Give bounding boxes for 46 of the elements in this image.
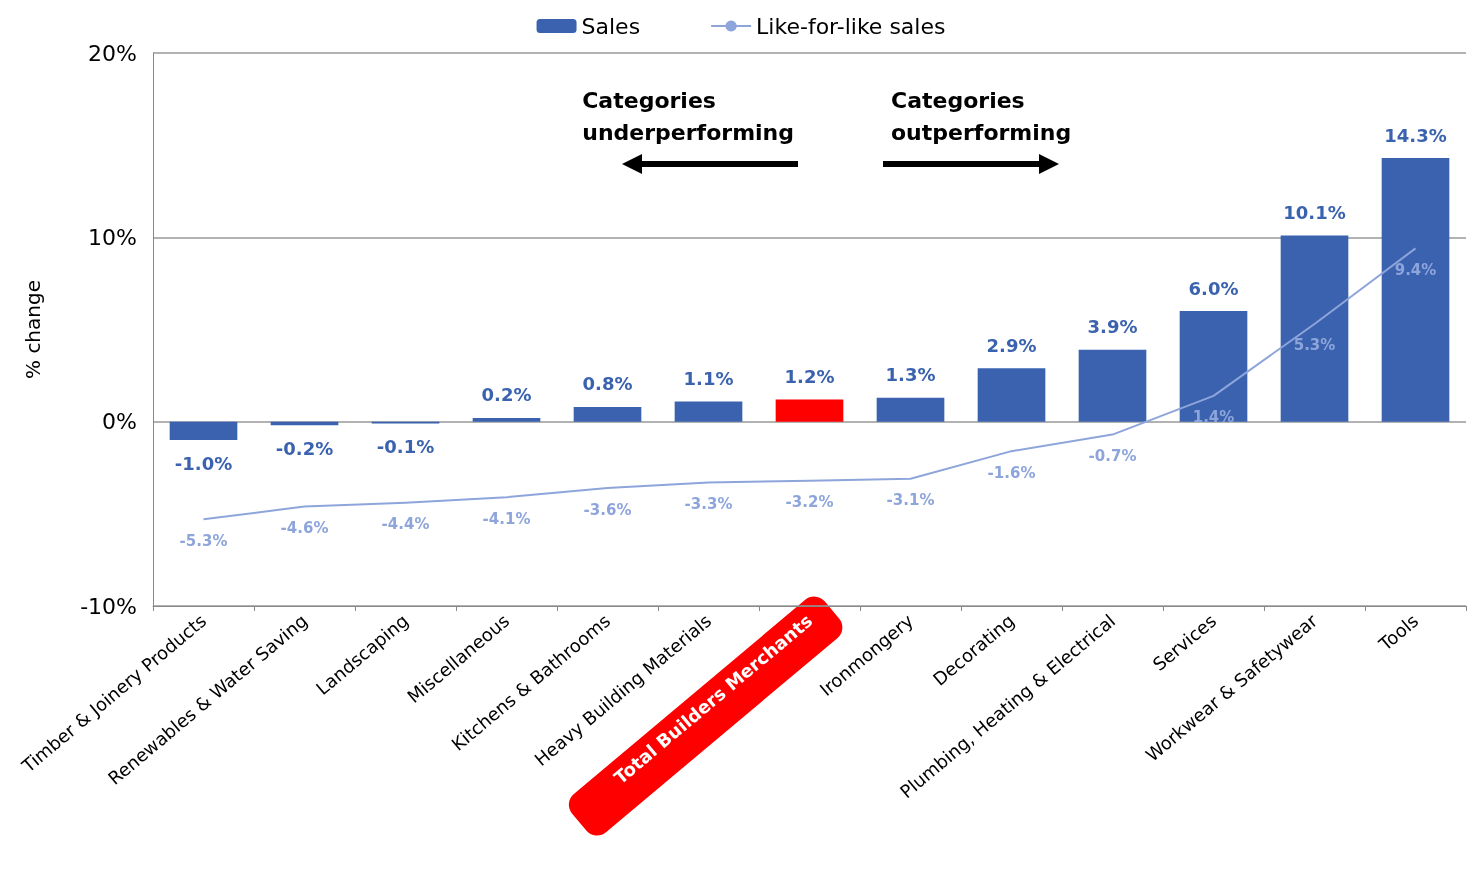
bar — [775, 399, 844, 422]
data-label: 10.1% — [1283, 201, 1346, 223]
data-label: 5.3% — [1293, 336, 1336, 355]
bar — [674, 401, 743, 422]
bar — [472, 417, 541, 422]
data-label: 0.8% — [582, 373, 633, 395]
bar — [573, 406, 642, 422]
bar — [1179, 311, 1248, 422]
data-label: 6.0% — [1188, 277, 1239, 299]
data-label: -0.1% — [376, 436, 435, 458]
bar — [977, 368, 1046, 422]
data-label: 3.9% — [1087, 316, 1138, 338]
data-label: -3.2% — [785, 493, 834, 512]
y-tick-label: 0% — [102, 409, 137, 435]
data-label: 1.4% — [1192, 408, 1235, 427]
data-label: 0.2% — [481, 384, 532, 406]
data-label: 1.2% — [784, 366, 835, 388]
y-tick-label: 20% — [88, 40, 137, 66]
legend-label: Like-for-like sales — [756, 13, 946, 39]
data-label: -0.2% — [275, 437, 334, 459]
data-label: -5.3% — [179, 531, 228, 550]
legend-label: Sales — [581, 13, 641, 39]
data-label: -4.1% — [482, 509, 531, 528]
data-label: -1.6% — [987, 463, 1036, 482]
data-label: -3.6% — [583, 500, 632, 519]
data-label: 9.4% — [1394, 260, 1437, 279]
data-label: -4.4% — [381, 515, 430, 534]
y-tick-label: -10% — [80, 593, 137, 619]
bar — [169, 421, 238, 441]
bar — [1078, 349, 1147, 422]
data-label: 1.3% — [885, 364, 936, 386]
bar — [1381, 158, 1450, 422]
data-label: -3.3% — [684, 495, 733, 513]
data-label: -4.6% — [280, 518, 329, 537]
data-label: -3.1% — [886, 491, 935, 510]
data-label: 14.3% — [1384, 124, 1447, 146]
bar — [1280, 235, 1349, 422]
y-axis-title: % change — [21, 280, 45, 379]
bar — [876, 397, 945, 422]
annotation: Categories underperforming — [582, 87, 795, 145]
data-label: -0.7% — [1088, 447, 1137, 466]
data-label: 1.1% — [683, 367, 734, 389]
data-label: 2.9% — [986, 334, 1037, 356]
data-label: -1.0% — [174, 452, 233, 474]
annotation: Categories outperforming — [891, 87, 1072, 145]
y-tick-label: 10% — [88, 224, 137, 250]
